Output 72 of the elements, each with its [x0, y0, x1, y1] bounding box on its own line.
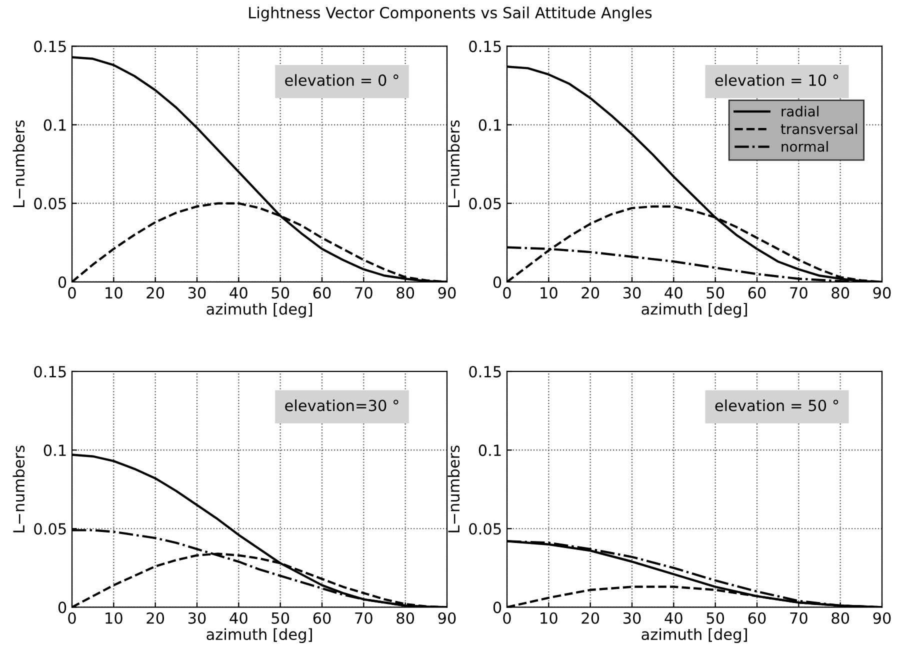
- x-tick-label: 80: [396, 612, 414, 624]
- y-axis-title: L−numbers: [12, 446, 25, 532]
- y-tick-label: 0.1: [44, 444, 66, 456]
- x-tick-label: 90: [438, 612, 456, 624]
- annotation: elevation=30 °: [285, 399, 398, 412]
- y-tick-label: 0.05: [469, 523, 501, 535]
- legend-label: normal: [782, 141, 828, 152]
- legend-label: transversal: [780, 123, 857, 134]
- x-tick-label: 90: [873, 612, 891, 624]
- x-tick-label: 0: [503, 287, 511, 299]
- y-axis-title: L−numbers: [448, 120, 460, 208]
- y-tick-label: 0.15: [34, 366, 66, 378]
- y-tick-label: 0.05: [469, 198, 501, 210]
- x-tick-label: 70: [355, 287, 372, 299]
- x-tick-label: 0: [68, 612, 76, 624]
- x-tick-label: 20: [582, 287, 600, 299]
- x-tick-label: 90: [873, 287, 891, 299]
- x-tick-label: 90: [438, 287, 456, 299]
- x-axis-title: azimuth [deg]: [206, 628, 312, 644]
- x-tick-label: 40: [664, 287, 682, 299]
- x-tick-label: 80: [396, 287, 414, 299]
- legend-label: radial: [782, 106, 818, 117]
- y-tick-label: 0.1: [44, 119, 66, 131]
- x-tick-label: 40: [230, 612, 248, 624]
- x-tick-label: 60: [748, 612, 766, 624]
- y-tick-label: 0.1: [478, 444, 501, 456]
- x-tick-label: 50: [706, 287, 724, 299]
- y-tick-label: 0: [58, 276, 66, 288]
- x-tick-label: 70: [355, 612, 372, 624]
- y-tick-label: 0.15: [469, 40, 501, 52]
- x-tick-label: 30: [623, 612, 641, 624]
- y-axis-title: L−numbers: [448, 446, 460, 532]
- x-tick-label: 60: [313, 287, 331, 299]
- x-tick-label: 10: [540, 612, 558, 624]
- x-tick-label: 60: [748, 287, 766, 299]
- y-tick-label: 0: [493, 276, 502, 288]
- x-tick-label: 80: [832, 612, 850, 624]
- x-tick-label: 70: [790, 287, 808, 299]
- x-axis-title: azimuth [deg]: [642, 302, 747, 318]
- y-tick-label: 0.05: [34, 523, 66, 535]
- x-tick-label: 50: [272, 287, 290, 299]
- y-tick-label: 0.1: [478, 119, 501, 131]
- annotation: elevation = 50 °: [715, 399, 838, 412]
- x-tick-label: 20: [582, 612, 600, 624]
- x-tick-label: 20: [146, 612, 164, 624]
- x-tick-label: 20: [146, 287, 164, 299]
- x-tick-label: 70: [790, 612, 808, 624]
- x-tick-label: 30: [623, 287, 641, 299]
- x-tick-label: 40: [230, 287, 248, 299]
- x-tick-label: 50: [272, 612, 290, 624]
- x-tick-label: 10: [106, 287, 122, 299]
- y-tick-label: 0: [58, 602, 66, 614]
- x-tick-label: 30: [188, 612, 206, 624]
- x-tick-label: 50: [706, 612, 724, 624]
- x-tick-label: 30: [188, 287, 206, 299]
- x-tick-label: 80: [832, 287, 850, 299]
- x-tick-label: 40: [664, 612, 682, 624]
- x-axis-title: azimuth [deg]: [642, 628, 747, 644]
- x-axis-title: azimuth [deg]: [206, 302, 312, 318]
- x-tick-label: 0: [68, 287, 76, 299]
- annotation: elevation = 0 °: [285, 74, 398, 86]
- y-tick-label: 0.05: [34, 198, 66, 210]
- y-tick-label: 0.15: [469, 366, 501, 378]
- x-tick-label: 60: [313, 612, 331, 624]
- x-tick-label: 10: [540, 287, 558, 299]
- y-tick-label: 0: [493, 602, 502, 614]
- x-tick-label: 0: [503, 612, 511, 624]
- chart-title: Lightness Vector Components vs Sail Attitude Angles: [249, 6, 652, 22]
- y-tick-label: 0.15: [34, 40, 66, 52]
- annotation: elevation = 10 °: [715, 74, 838, 86]
- x-tick-label: 10: [106, 612, 122, 624]
- y-axis-title: L−numbers: [12, 120, 25, 208]
